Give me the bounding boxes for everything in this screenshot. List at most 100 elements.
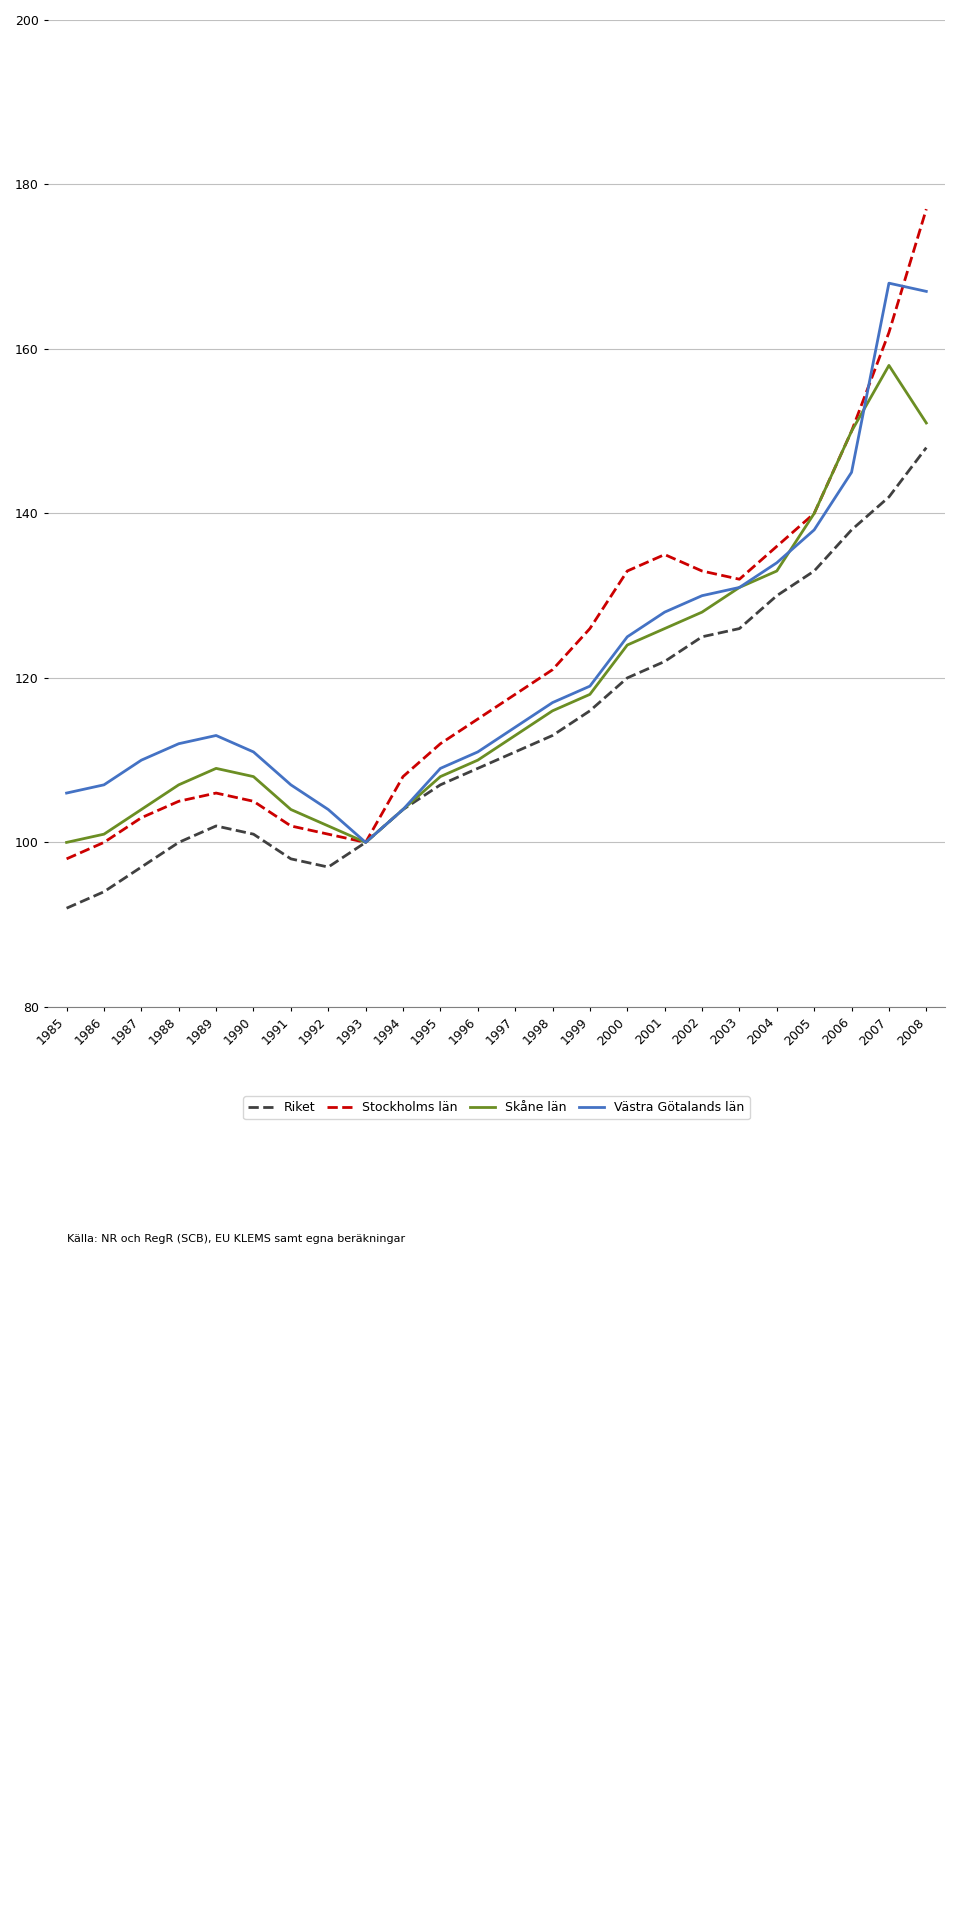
Riket (135, 855, 147, 878)
Västra Götalands län (173, 732, 184, 755)
Skåne län (621, 633, 633, 656)
Västra Götalands län (621, 626, 633, 649)
Västra Götalands län (659, 601, 670, 624)
Riket (547, 724, 559, 747)
Stockholms län (696, 560, 708, 583)
Skåne län (60, 832, 72, 855)
Stockholms län (285, 814, 297, 837)
Stockholms län (173, 789, 184, 812)
Skåne län (771, 560, 782, 583)
Legend: Riket, Stockholms län, Skåne län, Västra Götalands län: Riket, Stockholms län, Skåne län, Västra… (243, 1095, 750, 1118)
Skåne län (98, 822, 109, 845)
Skåne län (248, 764, 259, 787)
Line: Västra Götalands län: Västra Götalands län (66, 283, 926, 843)
Line: Stockholms län: Stockholms län (66, 210, 926, 859)
Riket (435, 774, 446, 797)
Västra Götalands län (472, 741, 484, 764)
Västra Götalands län (808, 518, 820, 541)
Västra Götalands län (510, 716, 521, 739)
Västra Götalands län (397, 799, 409, 822)
Riket (921, 437, 932, 460)
Riket (696, 626, 708, 649)
Stockholms län (360, 832, 372, 855)
Västra Götalands län (360, 832, 372, 855)
Skåne län (435, 764, 446, 787)
Stockholms län (808, 502, 820, 526)
Skåne län (883, 354, 895, 377)
Skåne län (173, 774, 184, 797)
Skåne län (285, 799, 297, 822)
Skåne län (510, 724, 521, 747)
Skåne län (472, 749, 484, 772)
Riket (621, 666, 633, 689)
Skåne län (659, 618, 670, 641)
Stockholms län (397, 764, 409, 787)
Riket (584, 699, 595, 722)
Line: Riket: Riket (66, 449, 926, 909)
Skåne län (733, 576, 745, 599)
Riket (846, 518, 857, 541)
Västra Götalands län (248, 741, 259, 764)
Stockholms län (547, 658, 559, 681)
Skåne län (135, 799, 147, 822)
Skåne län (846, 420, 857, 443)
Skåne län (210, 757, 222, 780)
Stockholms län (584, 618, 595, 641)
Riket (771, 583, 782, 606)
Skåne län (921, 412, 932, 435)
Stockholms län (621, 560, 633, 583)
Stockholms län (472, 708, 484, 732)
Line: Skåne län: Skåne län (66, 366, 926, 843)
Riket (60, 897, 72, 920)
Stockholms län (733, 568, 745, 591)
Stockholms län (60, 847, 72, 870)
Skåne län (397, 799, 409, 822)
Riket (360, 832, 372, 855)
Västra Götalands län (733, 576, 745, 599)
Skåne län (323, 814, 334, 837)
Riket (210, 814, 222, 837)
Stockholms län (510, 683, 521, 706)
Stockholms län (98, 832, 109, 855)
Stockholms län (921, 198, 932, 221)
Riket (397, 799, 409, 822)
Riket (248, 822, 259, 845)
Stockholms län (846, 420, 857, 443)
Stockholms län (248, 789, 259, 812)
Riket (323, 855, 334, 878)
Västra Götalands län (285, 774, 297, 797)
Västra Götalands län (98, 774, 109, 797)
Stockholms län (883, 321, 895, 345)
Riket (173, 832, 184, 855)
Västra Götalands län (846, 460, 857, 483)
Stockholms län (659, 543, 670, 566)
Skåne län (547, 699, 559, 722)
Text: Källa: NR och RegR (SCB), EU KLEMS samt egna beräkningar: Källa: NR och RegR (SCB), EU KLEMS samt … (67, 1234, 405, 1244)
Stockholms län (135, 807, 147, 830)
Västra Götalands län (60, 782, 72, 805)
Skåne län (808, 502, 820, 526)
Västra Götalands län (696, 583, 708, 606)
Riket (808, 560, 820, 583)
Västra Götalands län (210, 724, 222, 747)
Stockholms län (435, 732, 446, 755)
Västra Götalands län (435, 757, 446, 780)
Riket (285, 847, 297, 870)
Riket (98, 880, 109, 903)
Stockholms län (771, 535, 782, 558)
Riket (883, 485, 895, 508)
Riket (472, 757, 484, 780)
Skåne län (584, 683, 595, 706)
Västra Götalands län (771, 551, 782, 574)
Västra Götalands län (883, 271, 895, 295)
Västra Götalands län (323, 799, 334, 822)
Skåne län (360, 832, 372, 855)
Västra Götalands län (584, 674, 595, 697)
Västra Götalands län (135, 749, 147, 772)
Stockholms län (210, 782, 222, 805)
Västra Götalands län (547, 691, 559, 714)
Riket (510, 741, 521, 764)
Stockholms län (323, 822, 334, 845)
Riket (659, 651, 670, 674)
Riket (733, 618, 745, 641)
